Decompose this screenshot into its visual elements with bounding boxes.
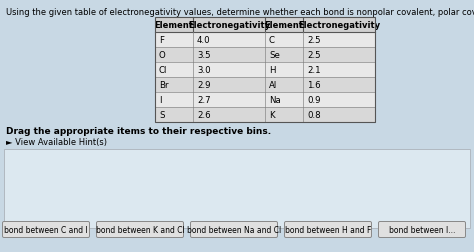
Text: 2.1: 2.1 xyxy=(307,66,320,75)
Text: O: O xyxy=(159,51,166,60)
Text: bond between C and I: bond between C and I xyxy=(4,225,88,234)
FancyBboxPatch shape xyxy=(97,222,183,238)
Text: 0.9: 0.9 xyxy=(307,96,320,105)
Text: Al: Al xyxy=(269,81,277,90)
Text: bond between H and F: bond between H and F xyxy=(285,225,371,234)
FancyBboxPatch shape xyxy=(191,222,277,238)
Text: S: S xyxy=(159,111,164,119)
Text: 1.6: 1.6 xyxy=(307,81,320,90)
FancyBboxPatch shape xyxy=(2,222,90,238)
Bar xyxy=(155,63,375,78)
Text: Element: Element xyxy=(264,21,303,30)
Bar xyxy=(155,108,375,122)
FancyBboxPatch shape xyxy=(284,222,372,238)
Text: 2.7: 2.7 xyxy=(197,96,210,105)
Text: Cl: Cl xyxy=(159,66,167,75)
Text: I: I xyxy=(159,96,162,105)
Text: C: C xyxy=(269,36,275,45)
Bar xyxy=(155,48,375,63)
Text: 4.0: 4.0 xyxy=(197,36,210,45)
Text: 3.0: 3.0 xyxy=(197,66,210,75)
Bar xyxy=(155,18,375,33)
Text: F: F xyxy=(159,36,164,45)
Text: Se: Se xyxy=(269,51,280,60)
Text: 3.5: 3.5 xyxy=(197,51,210,60)
Text: Drag the appropriate items to their respective bins.: Drag the appropriate items to their resp… xyxy=(6,127,271,136)
Text: 2.5: 2.5 xyxy=(307,36,320,45)
Text: Element: Element xyxy=(155,21,193,30)
Text: bond between I...: bond between I... xyxy=(389,225,455,234)
Text: Br: Br xyxy=(159,81,168,90)
Text: K: K xyxy=(269,111,274,119)
Text: 2.6: 2.6 xyxy=(197,111,210,119)
Bar xyxy=(155,93,375,108)
Bar xyxy=(155,78,375,93)
FancyBboxPatch shape xyxy=(4,149,470,228)
Text: 2.5: 2.5 xyxy=(307,51,320,60)
Text: bond between Na and Cl: bond between Na and Cl xyxy=(187,225,281,234)
Text: ► View Available Hint(s): ► View Available Hint(s) xyxy=(6,137,107,146)
Text: 0.8: 0.8 xyxy=(307,111,320,119)
Text: 2.9: 2.9 xyxy=(197,81,210,90)
FancyBboxPatch shape xyxy=(379,222,465,238)
Text: H: H xyxy=(269,66,275,75)
Text: Na: Na xyxy=(269,96,281,105)
Text: Electronegativity: Electronegativity xyxy=(188,21,270,30)
Bar xyxy=(155,18,375,122)
Text: Using the given table of electronegativity values, determine whether each bond i: Using the given table of electronegativi… xyxy=(6,8,474,17)
Text: Electronegativity: Electronegativity xyxy=(298,21,380,30)
Bar xyxy=(155,33,375,48)
Text: bond between K and Cl: bond between K and Cl xyxy=(96,225,184,234)
